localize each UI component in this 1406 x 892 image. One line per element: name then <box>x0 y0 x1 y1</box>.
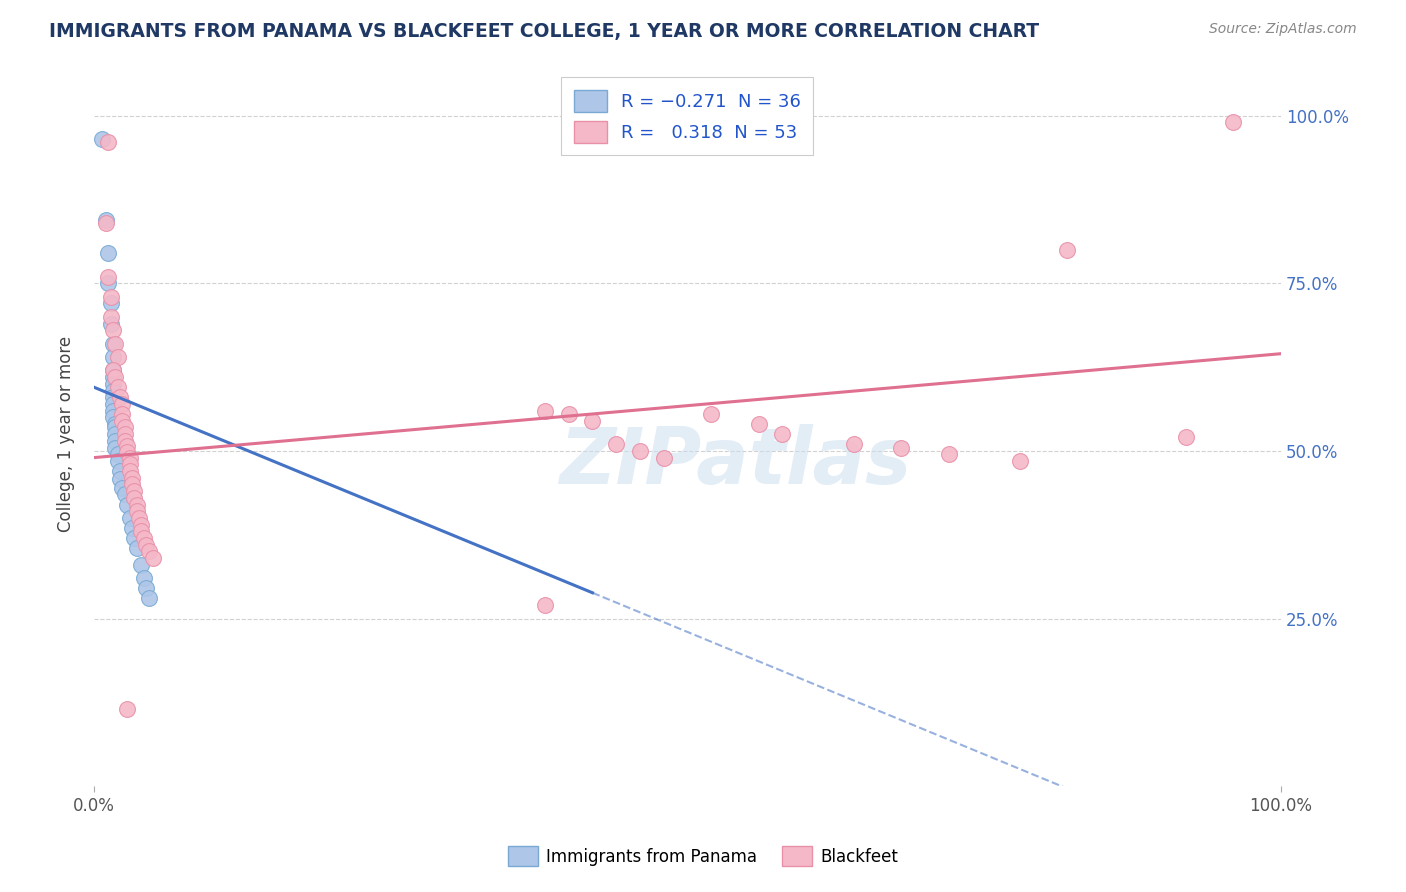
Point <box>605 437 627 451</box>
Text: Source: ZipAtlas.com: Source: ZipAtlas.com <box>1209 22 1357 37</box>
Point <box>131 517 153 532</box>
Point <box>534 403 557 417</box>
Point <box>100 290 122 304</box>
Point <box>628 444 651 458</box>
Point <box>118 458 141 472</box>
Legend: R = −0.271  N = 36, R =   0.318  N = 53: R = −0.271 N = 36, R = 0.318 N = 53 <box>561 77 814 155</box>
Point <box>104 420 127 434</box>
Point <box>101 323 124 337</box>
Point <box>104 417 127 431</box>
Point <box>121 521 143 535</box>
Point <box>534 598 557 612</box>
Point <box>111 481 134 495</box>
Point <box>100 296 122 310</box>
Point <box>111 407 134 421</box>
Point <box>97 269 120 284</box>
Point <box>100 310 122 324</box>
Point <box>101 336 124 351</box>
Point <box>131 558 153 572</box>
Point <box>125 541 148 555</box>
Point <box>107 380 129 394</box>
Point <box>114 427 136 442</box>
Point <box>125 504 148 518</box>
Point <box>748 417 770 431</box>
Point <box>118 511 141 525</box>
Point <box>135 538 157 552</box>
Point <box>142 551 165 566</box>
Point <box>131 524 153 539</box>
Point <box>652 450 675 465</box>
Point <box>101 376 124 391</box>
Text: ZIPatlas: ZIPatlas <box>558 425 911 500</box>
Point <box>114 487 136 501</box>
Point <box>97 277 120 291</box>
Point <box>104 441 127 455</box>
Point <box>114 434 136 448</box>
Point <box>104 434 127 448</box>
Point <box>842 437 865 451</box>
Point <box>111 414 134 428</box>
Point <box>107 447 129 461</box>
Point <box>138 544 160 558</box>
Point <box>101 363 124 377</box>
Point <box>101 384 124 398</box>
Point <box>1222 115 1244 129</box>
Point <box>138 591 160 606</box>
Point <box>118 464 141 478</box>
Point <box>115 445 138 459</box>
Point <box>101 403 124 417</box>
Point <box>100 317 122 331</box>
Point <box>1008 454 1031 468</box>
Point <box>107 454 129 468</box>
Point <box>115 498 138 512</box>
Point <box>101 410 124 425</box>
Point <box>558 407 581 421</box>
Point <box>121 477 143 491</box>
Point <box>101 370 124 384</box>
Point <box>104 370 127 384</box>
Point <box>104 427 127 442</box>
Point <box>108 464 131 478</box>
Point <box>97 246 120 260</box>
Y-axis label: College, 1 year or more: College, 1 year or more <box>58 336 75 533</box>
Point <box>108 472 131 486</box>
Point <box>581 414 603 428</box>
Point <box>118 450 141 465</box>
Point <box>125 498 148 512</box>
Point <box>135 582 157 596</box>
Point <box>1056 243 1078 257</box>
Point <box>770 427 793 442</box>
Point <box>101 397 124 411</box>
Point <box>94 216 117 230</box>
Point <box>101 363 124 377</box>
Point <box>107 350 129 364</box>
Point <box>101 390 124 404</box>
Point <box>124 484 146 499</box>
Point <box>115 702 138 716</box>
Point <box>132 571 155 585</box>
Point <box>700 407 723 421</box>
Point <box>115 438 138 452</box>
Point <box>938 447 960 461</box>
Point <box>124 491 146 505</box>
Point <box>124 531 146 545</box>
Point <box>104 336 127 351</box>
Point <box>114 420 136 434</box>
Point <box>111 397 134 411</box>
Point <box>94 212 117 227</box>
Point <box>101 350 124 364</box>
Point <box>121 471 143 485</box>
Text: IMMIGRANTS FROM PANAMA VS BLACKFEET COLLEGE, 1 YEAR OR MORE CORRELATION CHART: IMMIGRANTS FROM PANAMA VS BLACKFEET COLL… <box>49 22 1039 41</box>
Point <box>890 441 912 455</box>
Point <box>97 136 120 150</box>
Point <box>91 132 114 146</box>
Point <box>128 511 150 525</box>
Point <box>132 531 155 545</box>
Point <box>108 390 131 404</box>
Point <box>1175 430 1198 444</box>
Legend: Immigrants from Panama, Blackfeet: Immigrants from Panama, Blackfeet <box>501 839 905 873</box>
